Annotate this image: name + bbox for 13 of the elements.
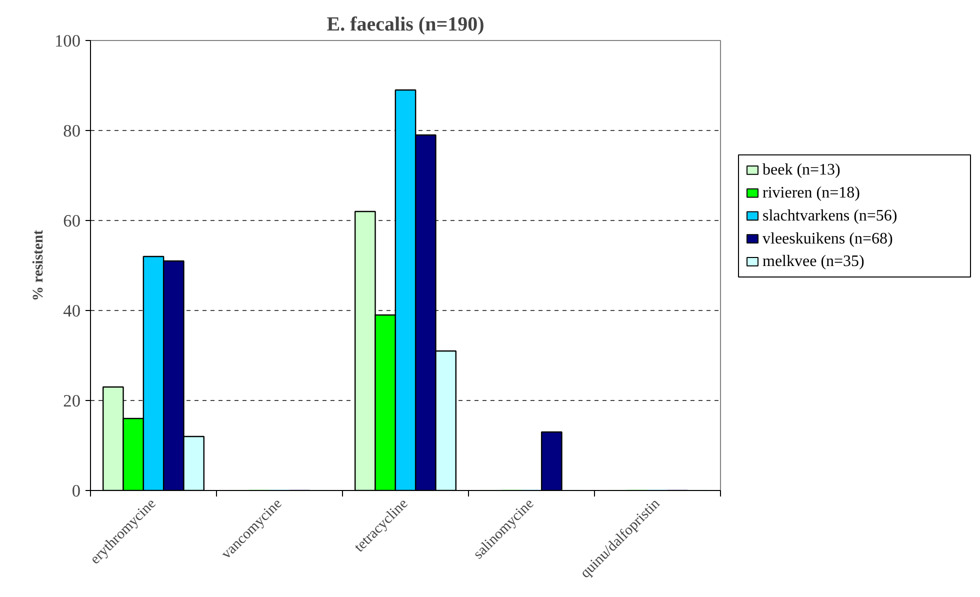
y-tick-label: 0 [72,482,81,500]
y-tick-label: 80 [63,122,80,140]
legend-label: slachtvarkens (n=56) [762,207,898,224]
y-tick-label: 100 [54,32,81,50]
y-tick-label: 20 [63,392,80,410]
y-tick-label: 60 [63,212,80,230]
legend-label: beek (n=13) [762,162,840,179]
chart-title: E. faecalis (n=190) [326,14,484,36]
legend-label: melkvee (n=35) [762,253,864,270]
legend-label: vleeskuikens (n=68) [762,230,893,248]
legend-label: rivieren (n=18) [762,184,860,202]
y-tick-label: 40 [63,302,80,320]
y-axis-title: % resistent [30,230,47,301]
